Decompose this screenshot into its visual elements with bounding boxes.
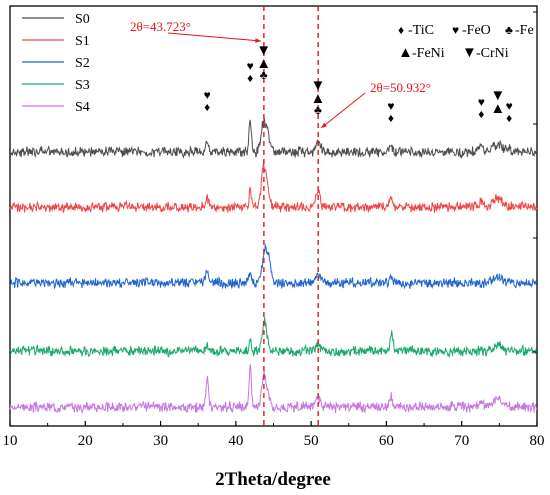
phase-legend-symbol-5: ▼ — [462, 45, 477, 61]
phase-legend-label-4: -FeNi — [412, 46, 445, 61]
reference-lines: 2θ=43.723° 2θ=50.932° — [130, 6, 431, 426]
x-tick-label-80: 80 — [530, 433, 545, 449]
x-axis-title: 2Theta/degree — [215, 469, 331, 490]
phase-legend: ♦ -TiC ♥ -FeO ♣ -Fe ▲ -FeNi ▼ -CrNi — [398, 23, 534, 61]
axis-ticks: 10 20 30 40 50 60 70 80 — [3, 11, 545, 449]
legend-label-s0: S0 — [75, 12, 90, 27]
phase-legend-symbol-1: ♦ — [398, 23, 404, 37]
legend-label-s3: S3 — [75, 78, 90, 93]
peak-marker-symbol: ♦ — [204, 100, 210, 114]
peak-marker-symbol: ▲ — [256, 56, 271, 72]
reference-label-1: 2θ=43.723° — [130, 19, 191, 34]
series-line-s3 — [9, 316, 538, 359]
series-line-s2 — [9, 243, 538, 290]
phase-legend-symbol-4: ▲ — [398, 45, 413, 61]
x-tick-label-40: 40 — [228, 433, 243, 449]
x-tick-label-10: 10 — [3, 433, 18, 449]
phase-legend-label-3: -Fe — [515, 23, 534, 38]
peak-marker-symbol: ♥ — [387, 99, 394, 113]
series-lines — [9, 117, 538, 415]
legend-label-s2: S2 — [75, 56, 90, 71]
legend-label-s4: S4 — [75, 100, 90, 115]
series-line-s1 — [9, 162, 538, 214]
peak-marker-symbol: ♥ — [506, 99, 513, 113]
reference-arrowhead-2 — [321, 122, 327, 128]
x-tick-label-20: 20 — [78, 433, 93, 449]
peak-marker-symbol: ♦ — [388, 111, 394, 125]
x-tick-label-70: 70 — [454, 433, 469, 449]
peak-marker-symbol: ♣ — [260, 68, 268, 82]
peak-marker-symbol: ♦ — [247, 71, 253, 85]
reference-arrow-2 — [320, 92, 366, 129]
peak-marker-symbol: ♦ — [506, 111, 512, 125]
series-line-s4 — [9, 364, 538, 415]
peak-marker-symbol: ♥ — [478, 95, 485, 109]
series-legend: S0 S1 S2 S3 S4 — [22, 12, 90, 115]
legend-label-s1: S1 — [75, 34, 90, 49]
peak-marker-symbol: ▼ — [490, 88, 505, 104]
peak-marker-symbol: ♣ — [314, 103, 322, 117]
peak-marker-symbol: ▼ — [310, 78, 325, 94]
peak-marker-symbol: ♥ — [204, 88, 211, 102]
phase-legend-label-5: -CrNi — [476, 46, 509, 61]
peak-markers: ♥♦♥♦▼▲♣▼▲♣ ♥♦♥♦▼▲ ♥♦ — [204, 43, 513, 125]
phase-legend-label-1: -TiC — [408, 23, 434, 38]
peak-marker-symbol: ▲ — [310, 91, 325, 107]
series-line-s0 — [9, 117, 538, 160]
peak-marker-symbol: ▼ — [256, 43, 271, 59]
reference-label-2: 2θ=50.932° — [370, 80, 431, 95]
peak-marker-symbol: ♥ — [247, 59, 254, 73]
phase-legend-symbol-2: ♥ — [452, 23, 459, 37]
peak-marker-symbol: ♦ — [478, 107, 484, 121]
reference-arrow-1 — [167, 32, 261, 42]
phase-legend-label-2: -FeO — [462, 23, 491, 38]
peak-marker-symbol: ▲ — [490, 101, 505, 117]
x-tick-label-30: 30 — [153, 433, 168, 449]
x-tick-label-50: 50 — [304, 433, 319, 449]
reference-arrowhead-1 — [255, 38, 261, 43]
x-tick-label-60: 60 — [379, 433, 394, 449]
phase-legend-symbol-3: ♣ — [505, 23, 513, 37]
